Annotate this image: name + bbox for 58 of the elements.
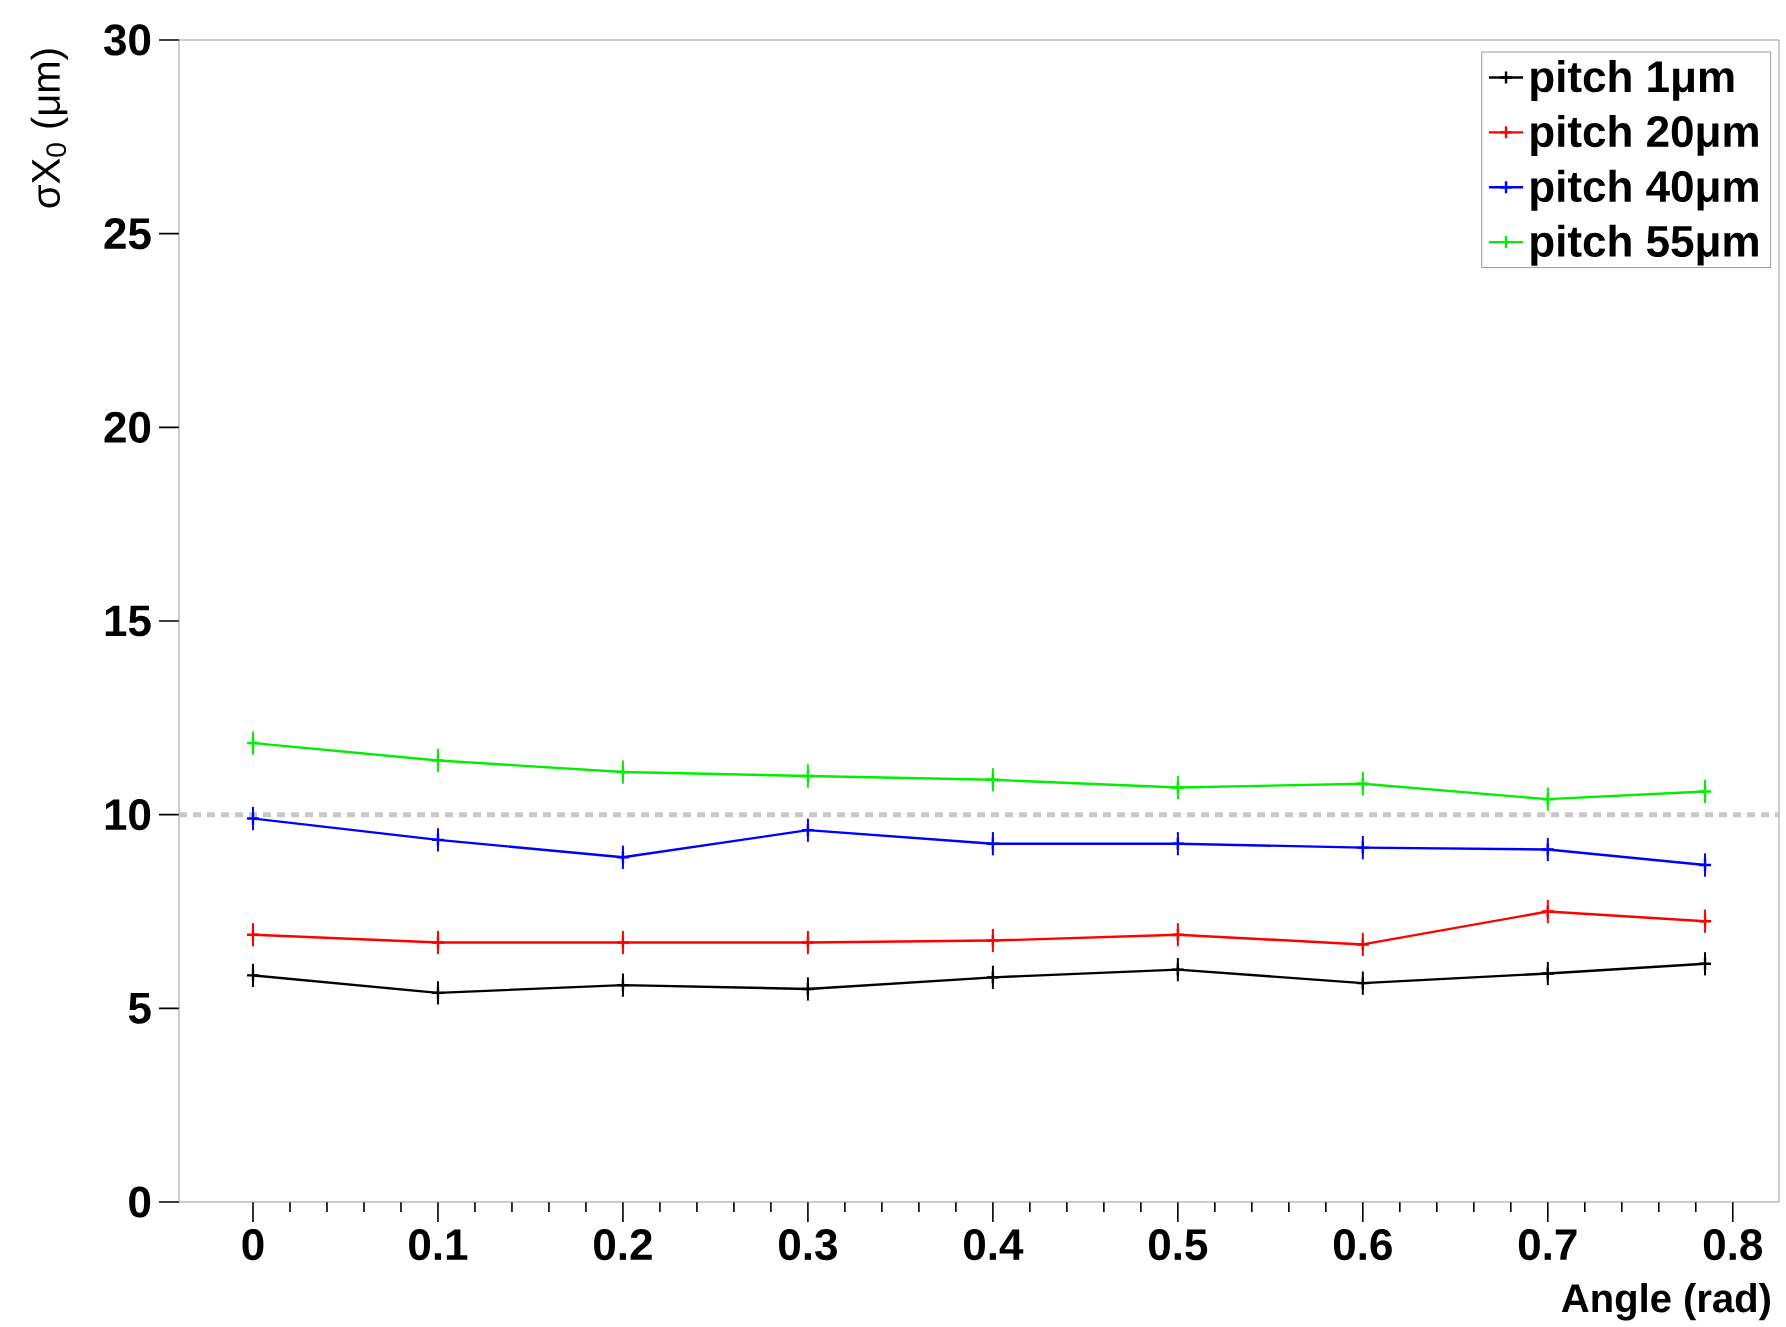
point [1697,913,1713,929]
legend-label: pitch 40μm [1531,169,1758,211]
point [1697,784,1713,799]
y-tick-label: 10 [105,798,151,831]
legend-label: pitch 20μm [1531,114,1758,156]
point [1540,791,1555,807]
point [1355,776,1371,791]
point [430,985,446,1000]
point [985,933,1001,948]
y-tick-label: 20 [104,411,151,443]
y-tick-label: 25 [104,217,151,250]
x-tick-label: 0.8 [1703,1228,1763,1261]
point [1170,927,1186,942]
x-tick-label: 0.2 [594,1228,652,1261]
point [1170,780,1186,795]
point [800,768,816,784]
point [1540,842,1555,857]
point [430,935,446,950]
point [985,772,1001,787]
point [800,981,816,997]
x-tick-label: 0.4 [964,1228,1024,1261]
x-tick-label: 0.3 [779,1228,837,1261]
point [615,935,631,950]
point [800,822,816,838]
point [430,832,446,847]
point [245,735,261,751]
point [1170,962,1186,977]
point [615,764,631,780]
x-tick-label: 0.7 [1518,1228,1577,1261]
point [615,977,631,993]
x-tick-label: 0.6 [1333,1228,1392,1261]
point [985,970,1001,985]
point [245,968,261,983]
point [985,836,1001,851]
point [1697,857,1713,873]
point [1170,836,1186,851]
x-tick-label: 0 [242,1228,264,1261]
x-axis-title: Angle (rad) [1561,1282,1770,1321]
point [430,753,446,768]
point [1355,975,1371,991]
point [1540,966,1555,981]
y-tick-label: 15 [105,605,151,637]
point [1540,904,1555,919]
y-tick-label: 5 [128,992,151,1024]
y-axis-title: σX$_{0}$ (μm) [30,49,68,208]
point [245,811,261,826]
legend-label: pitch 55μm [1531,224,1758,266]
point [800,935,816,950]
point [1355,937,1371,952]
point [615,849,631,865]
point [1697,956,1713,971]
point [245,927,261,942]
point [1355,840,1371,855]
y-tick-label: 30 [104,24,151,56]
y-tick-label: 0 [129,1186,151,1218]
x-tick-label: 0.1 [409,1228,468,1261]
legend-label: pitch 1μm [1531,59,1734,101]
x-tick-label: 0.5 [1149,1228,1208,1261]
